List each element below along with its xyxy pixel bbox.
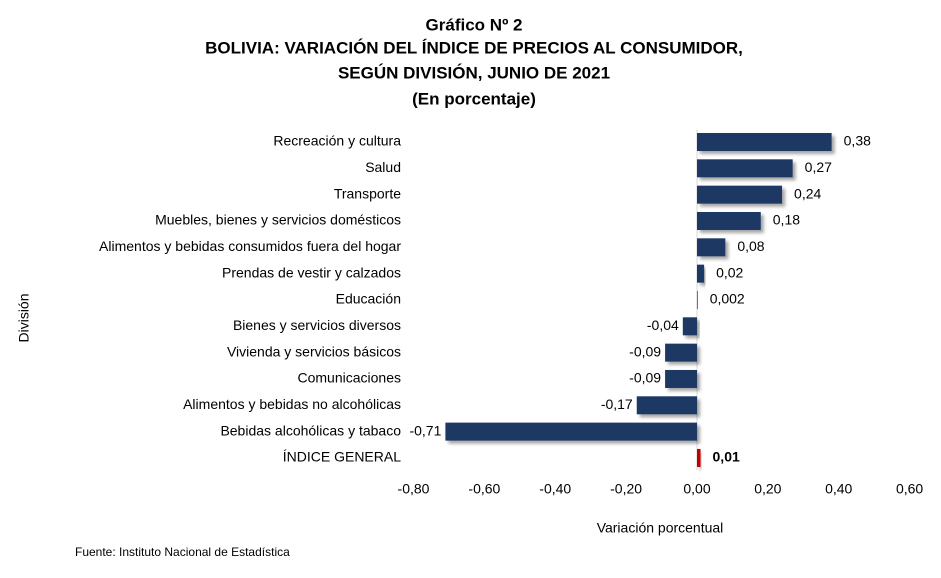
y-tick-label: Bienes y servicios diversos <box>233 317 401 333</box>
chart-title: SEGÚN DIVISIÓN, JUNIO DE 2021 <box>338 63 610 82</box>
bar <box>696 211 761 230</box>
x-tick-label: -0,20 <box>610 481 642 497</box>
bar <box>696 159 793 178</box>
y-tick-label: Alimentos y bebidas no alcohólicas <box>183 396 401 412</box>
y-tick-label: Recreación y cultura <box>273 133 401 149</box>
chart-title: BOLIVIA: VARIACIÓN DEL ÍNDICE DE PRECIOS… <box>205 38 743 57</box>
y-tick-label: Salud <box>365 159 401 175</box>
bar <box>696 448 701 467</box>
bar <box>636 396 697 415</box>
x-tick-label: 0,60 <box>896 481 923 497</box>
bar <box>445 422 697 441</box>
data-label: 0,01 <box>713 449 740 465</box>
data-label: 0,02 <box>716 264 743 280</box>
bar <box>696 238 726 257</box>
data-label: 0,18 <box>773 212 800 228</box>
y-tick-label: Vivienda y servicios básicos <box>227 343 401 359</box>
y-tick-label: Muebles, bienes y servicios domésticos <box>155 212 401 228</box>
data-label: 0,38 <box>844 133 871 149</box>
data-label: -0,09 <box>629 343 661 359</box>
y-tick-label: ÍNDICE GENERAL <box>283 449 401 465</box>
y-tick-label: Educación <box>336 291 401 307</box>
chart-subtitle: (En porcentaje) <box>412 89 536 108</box>
x-axis-label: Variación porcentual <box>597 520 724 536</box>
x-tick-label: 0,00 <box>683 481 710 497</box>
x-tick-label: 0,40 <box>825 481 852 497</box>
data-label: -0,04 <box>647 317 679 333</box>
y-tick-label: Bebidas alcohólicas y tabaco <box>220 422 401 438</box>
data-label: -0,09 <box>629 370 661 386</box>
x-tick-label: -0,40 <box>539 481 571 497</box>
bar <box>665 369 697 388</box>
bar <box>696 185 783 204</box>
data-label: 0,08 <box>737 238 764 254</box>
y-tick-label: Comunicaciones <box>298 370 402 386</box>
data-label: 0,27 <box>805 159 832 175</box>
data-label: -0,71 <box>409 422 441 438</box>
chart-title: Gráfico Nº 2 <box>426 15 523 34</box>
y-tick-label: Alimentos y bebidas consumidos fuera del… <box>99 238 401 254</box>
bar <box>696 133 832 151</box>
source: Fuente: Instituto Nacional de Estadístic… <box>75 545 290 559</box>
x-tick-label: -0,80 <box>398 481 430 497</box>
data-label: -0,17 <box>601 396 633 412</box>
bar <box>682 317 697 336</box>
x-tick-label: -0,60 <box>468 481 500 497</box>
y-axis-label: División <box>16 293 32 342</box>
y-tick-label: Transporte <box>334 185 401 201</box>
data-label: 0,002 <box>710 291 745 307</box>
y-tick-label: Prendas de vestir y calzados <box>222 264 401 280</box>
x-tick-label: 0,20 <box>754 481 781 497</box>
bar <box>665 343 697 362</box>
bar <box>696 264 705 283</box>
bar <box>696 290 698 309</box>
data-label: 0,24 <box>794 185 821 201</box>
